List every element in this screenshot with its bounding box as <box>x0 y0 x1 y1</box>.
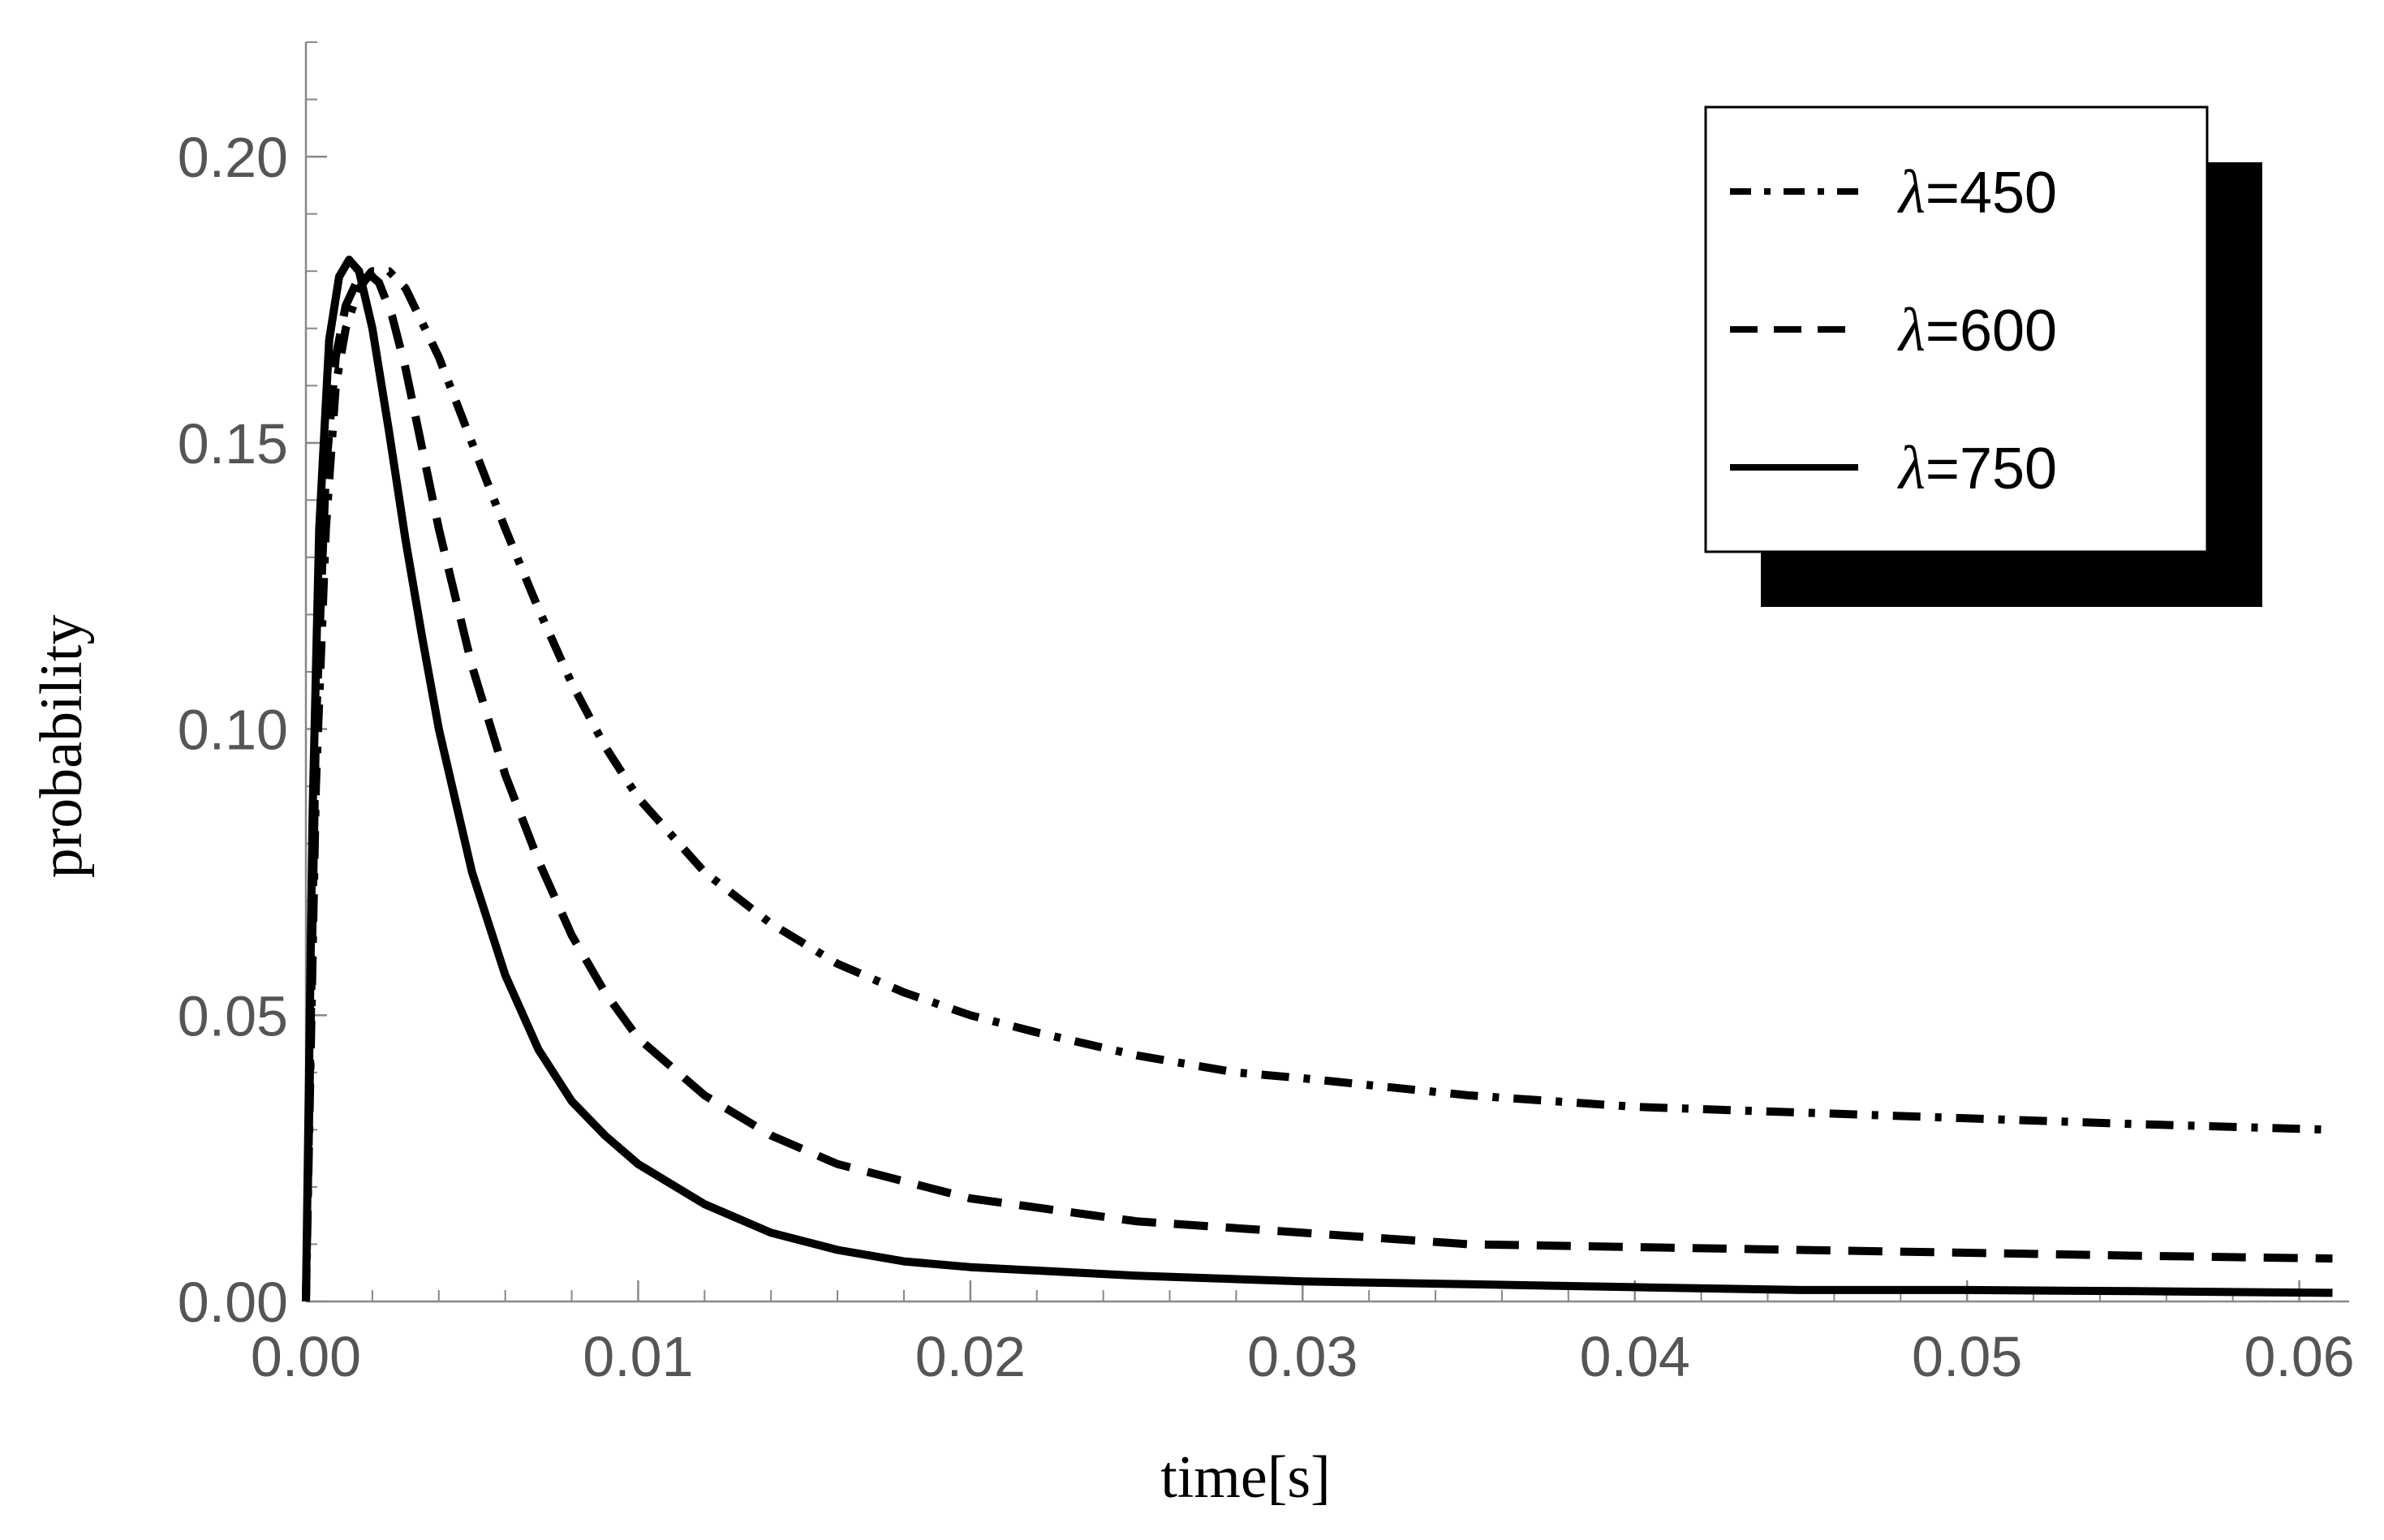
lambda-symbol: λ <box>1897 158 1926 226</box>
y-tick-label: 0.10 <box>178 699 288 762</box>
lambda-value: =600 <box>1926 299 2057 363</box>
legend-label-2: λ=600 <box>1897 296 2057 364</box>
legend-label-1: λ=450 <box>1897 158 2057 226</box>
series-line-3 <box>302 256 2333 1302</box>
x-axis-title: time[s] <box>1160 1444 1331 1511</box>
data-series <box>302 256 2333 1302</box>
axis-ticks: 0.00 0.01 0.02 0.03 0.04 0.05 0.06 0.00 0.05 0.10… <box>178 41 2355 1388</box>
lambda-symbol: λ <box>1897 434 1926 502</box>
y-axis-title: probability <box>28 615 95 879</box>
x-tick-label: 0.06 <box>2244 1325 2354 1388</box>
y-tick-label: 0.15 <box>178 412 288 475</box>
y-tick-label: 0.20 <box>178 126 288 189</box>
legend-label-3: λ=750 <box>1897 434 2057 502</box>
x-tick-label: 0.04 <box>1580 1325 1690 1388</box>
lambda-symbol: λ <box>1897 296 1926 364</box>
series-line-2 <box>302 267 2333 1302</box>
lambda-value: =450 <box>1926 161 2057 226</box>
y-tick-label: 0.00 <box>178 1271 288 1334</box>
y-tick-label: 0.05 <box>178 984 288 1047</box>
x-tick-label: 0.00 <box>251 1325 361 1388</box>
x-tick-label: 0.05 <box>1912 1325 2022 1388</box>
x-tick-label: 0.03 <box>1247 1325 1358 1388</box>
lambda-value: =750 <box>1926 437 2057 501</box>
x-tick-label: 0.01 <box>583 1325 693 1388</box>
x-tick-label: 0.02 <box>915 1325 1026 1388</box>
